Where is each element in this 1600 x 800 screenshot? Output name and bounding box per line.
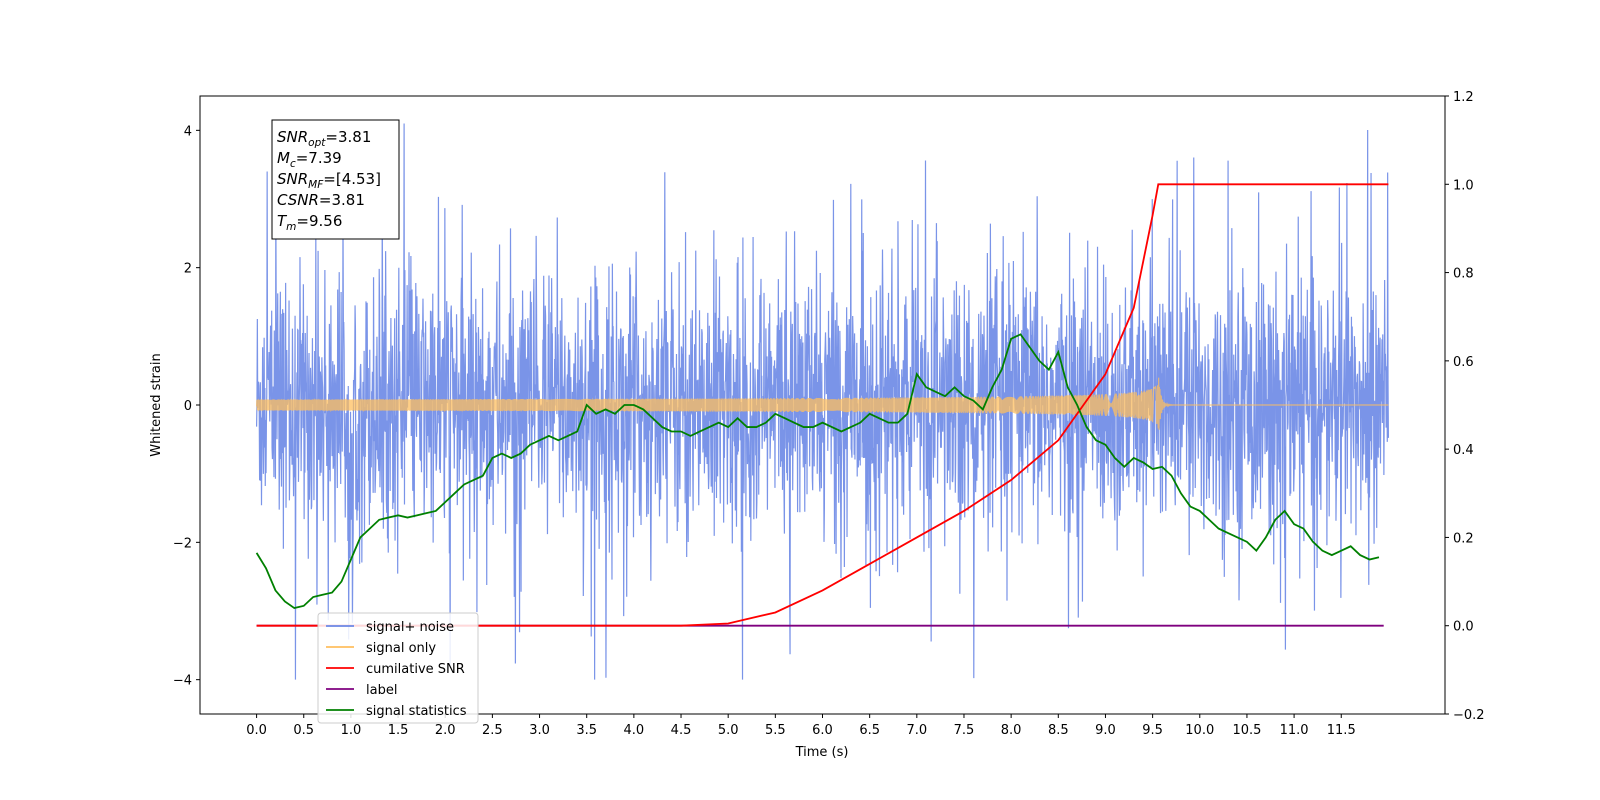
x-tick-label: 4.5 — [671, 723, 692, 738]
x-tick-label: 11.5 — [1327, 723, 1356, 738]
x-tick-label: 8.5 — [1048, 723, 1069, 738]
cumulative-snr-line — [256, 183, 1389, 627]
x-tick-label: 3.0 — [529, 723, 550, 738]
x-tick-label: 11.0 — [1280, 723, 1309, 738]
info-box-line: SNRopt=3.81 — [277, 128, 371, 149]
y-tick-label: 4 — [184, 124, 192, 139]
y2-tick-label: 0.2 — [1453, 531, 1474, 546]
info-box-line: Tm=9.56 — [277, 212, 342, 233]
y2-axis-ticks: −0.2 0.0 0.2 0.4 0.6 0.8 1.0 1.2 — [1445, 90, 1485, 723]
x-axis-title: Time (s) — [795, 745, 849, 760]
x-tick-label: 8.0 — [1001, 723, 1022, 738]
y-axis-title: Whitened strain — [149, 353, 164, 456]
legend-label: signal statistics — [366, 704, 467, 719]
x-tick-label: 9.5 — [1142, 723, 1163, 738]
x-tick-label: 7.0 — [906, 723, 927, 738]
y2-tick-label: 0.0 — [1453, 620, 1474, 635]
x-tick-label: 0.0 — [246, 723, 267, 738]
x-tick-label: 6.5 — [859, 723, 880, 738]
y-tick-label: −4 — [173, 674, 192, 689]
info-box-line: SNRMF=[4.53] — [277, 170, 381, 191]
y2-tick-label: 1.0 — [1453, 178, 1474, 193]
x-tick-label: 1.5 — [388, 723, 409, 738]
x-tick-label: 1.0 — [341, 723, 362, 738]
legend-label: cumilative SNR — [366, 662, 465, 677]
legend-label: signal+ noise — [366, 620, 454, 635]
y-tick-label: −2 — [173, 536, 192, 551]
y2-tick-label: 0.8 — [1453, 267, 1474, 282]
y-tick-label: 0 — [184, 399, 192, 414]
x-tick-label: 0.5 — [293, 723, 314, 738]
x-tick-label: 9.0 — [1095, 723, 1116, 738]
signal-only-line — [255, 377, 1389, 430]
y-tick-label: 2 — [184, 262, 192, 277]
legend-label: signal only — [366, 641, 436, 656]
info-box-line: CSNR=3.81 — [277, 191, 365, 209]
x-tick-label: 2.0 — [435, 723, 456, 738]
signal-plus-noise-line — [255, 123, 1390, 680]
legend-frame — [317, 612, 479, 724]
y2-tick-label: 0.4 — [1453, 443, 1474, 458]
info-box-frame — [271, 119, 400, 240]
y-axis-ticks: −4 −2 0 2 4 — [173, 124, 200, 689]
x-tick-label: 7.5 — [954, 723, 975, 738]
x-axis-ticks: 0.0 0.5 1.0 1.5 2.0 2.5 3.0 3.5 4.0 4.5 5.0 5.5 6.0 6… — [246, 714, 1356, 738]
x-tick-label: 10.5 — [1232, 723, 1261, 738]
x-tick-label: 6.0 — [812, 723, 833, 738]
x-tick-label: 10.0 — [1185, 723, 1214, 738]
x-tick-label: 4.0 — [624, 723, 645, 738]
x-tick-label: 5.5 — [765, 723, 786, 738]
x-tick-label: 3.5 — [576, 723, 597, 738]
series-signal-only — [255, 377, 1389, 430]
y2-tick-label: 1.2 — [1453, 90, 1474, 105]
legend-label: label — [366, 683, 397, 698]
series-signal-plus-noise — [255, 123, 1390, 680]
legend: signal+ noise signal only cumilative SNR la… — [317, 612, 479, 724]
info-box-line: Mc=7.39 — [277, 149, 342, 170]
y2-tick-label: 0.6 — [1453, 355, 1474, 370]
x-tick-label: 2.5 — [482, 723, 503, 738]
y2-tick-label: −0.2 — [1453, 708, 1485, 723]
x-tick-label: 5.0 — [718, 723, 739, 738]
signal-statistics-line — [255, 333, 1380, 610]
